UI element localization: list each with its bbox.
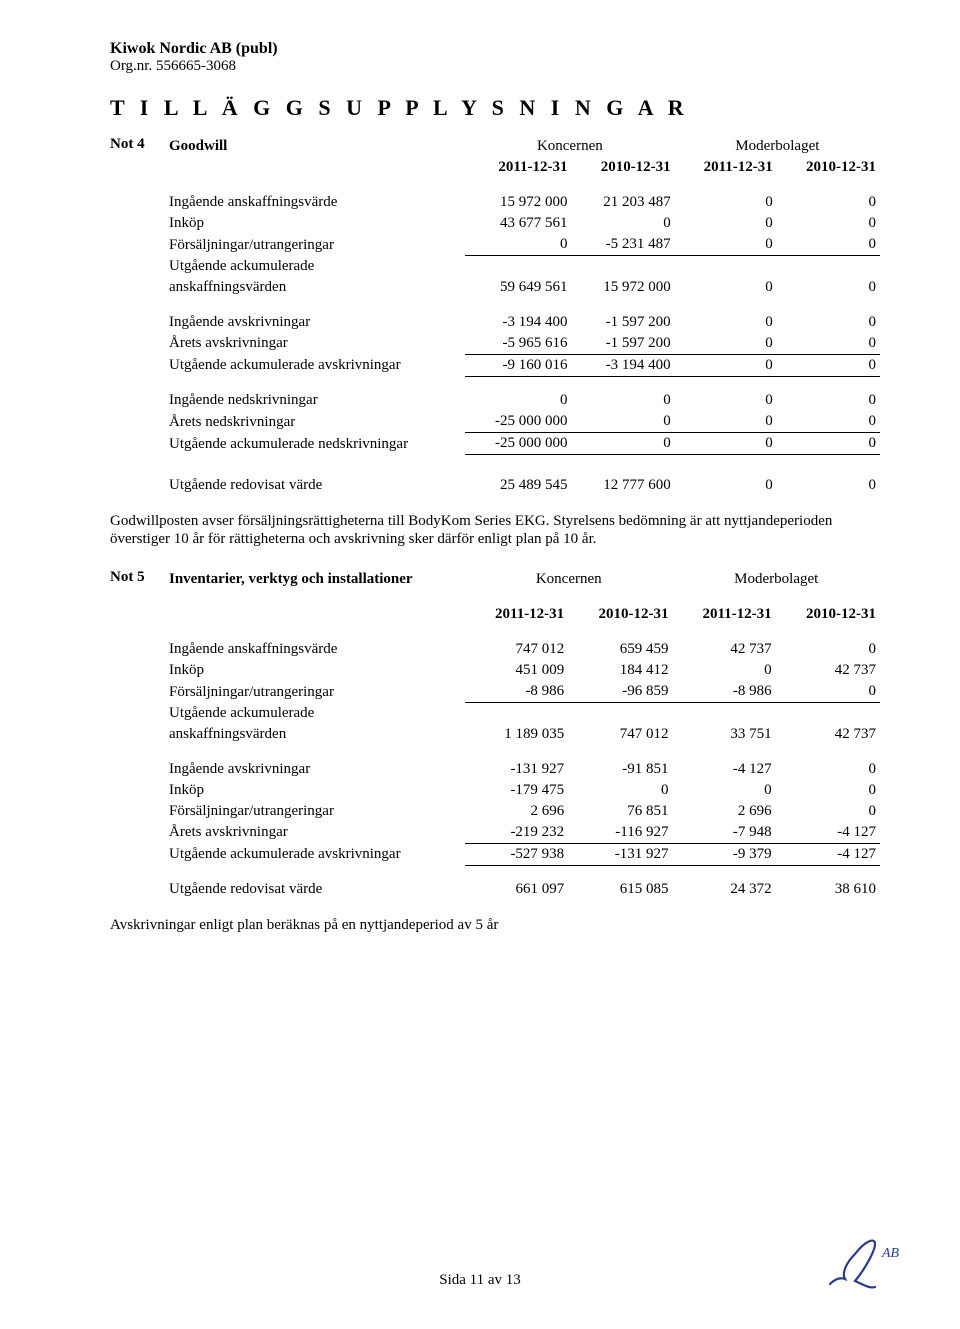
table-row: Årets avskrivningar -5 965 616 -1 597 20… — [165, 333, 880, 355]
note-4-paragraph: Godwillposten avser försäljningsrättighe… — [110, 512, 880, 550]
page-footer: Sida 11 av 13 — [0, 1272, 960, 1289]
col-year: 2011-12-31 — [465, 604, 568, 625]
note-5-table: Inventarier, verktyg och installationer … — [165, 569, 880, 900]
table-row: Utgående redovisat värde 25 489 545 12 7… — [165, 475, 880, 496]
table-row: Inköp -179 475 0 0 0 — [165, 780, 880, 801]
table-row: Ingående anskaffningsvärde 747 012 659 4… — [165, 639, 880, 660]
table-row: Utgående redovisat värde 661 097 615 085… — [165, 879, 880, 900]
table-row: Utgående ackumulerade — [165, 256, 880, 277]
table-row: Inköp 451 009 184 412 0 42 737 — [165, 660, 880, 681]
section-heading: T I L L Ä G G S U P P L Y S N I N G A R — [110, 95, 880, 121]
table-row: Försäljningar/utrangeringar -8 986 -96 8… — [165, 681, 880, 703]
page: Kiwok Nordic AB (publ) Org.nr. 556665-30… — [0, 0, 960, 1329]
table-row: anskaffningsvärden 59 649 561 15 972 000… — [165, 277, 880, 298]
col-group-koncernen: Koncernen — [465, 136, 675, 157]
note-5: Not 5 Inventarier, verktyg och installat… — [110, 569, 880, 900]
table-row: Försäljningar/utrangeringar 0 -5 231 487… — [165, 234, 880, 256]
col-group-moderbolaget: Moderbolaget — [672, 569, 880, 590]
col-year: 2011-12-31 — [672, 604, 775, 625]
col-year: 2010-12-31 — [777, 157, 880, 178]
table-row: Årets nedskrivningar -25 000 000 0 0 0 — [165, 411, 880, 433]
col-year: 2010-12-31 — [568, 604, 672, 625]
signature-icon: AB — [820, 1229, 910, 1299]
col-year: 2011-12-31 — [675, 157, 777, 178]
note-4-label: Not 4 — [110, 136, 165, 496]
org-number: Org.nr. 556665-3068 — [110, 58, 880, 75]
col-group-moderbolaget: Moderbolaget — [675, 136, 880, 157]
col-year: 2010-12-31 — [776, 604, 880, 625]
note-4: Not 4 Goodwill Koncernen Moderbolaget 20… — [110, 136, 880, 496]
note-5-content: Inventarier, verktyg och installationer … — [165, 569, 880, 900]
table-row: Utgående ackumulerade avskrivningar -9 1… — [165, 354, 880, 376]
table-row: Ingående anskaffningsvärde 15 972 000 21… — [165, 192, 880, 213]
table-row: Utgående ackumulerade nedskrivningar -25… — [165, 433, 880, 455]
note-5-label: Not 5 — [110, 569, 165, 900]
col-group-koncernen: Koncernen — [465, 569, 672, 590]
col-year: 2011-12-31 — [465, 157, 572, 178]
note-5-paragraph: Avskrivningar enligt plan beräknas på en… — [110, 916, 880, 935]
table-row: Ingående avskrivningar -3 194 400 -1 597… — [165, 312, 880, 333]
note-4-title: Goodwill — [169, 138, 227, 154]
note-4-content: Goodwill Koncernen Moderbolaget 2011-12-… — [165, 136, 880, 496]
note-4-table: Goodwill Koncernen Moderbolaget 2011-12-… — [165, 136, 880, 496]
table-row: Försäljningar/utrangeringar 2 696 76 851… — [165, 801, 880, 822]
col-year: 2010-12-31 — [572, 157, 675, 178]
table-row: Ingående avskrivningar -131 927 -91 851 … — [165, 759, 880, 780]
table-row: Årets avskrivningar -219 232 -116 927 -7… — [165, 822, 880, 844]
table-row: Inköp 43 677 561 0 0 0 — [165, 213, 880, 234]
table-row: Utgående ackumulerade avskrivningar -527… — [165, 843, 880, 865]
note-5-title: Inventarier, verktyg och installationer — [169, 571, 413, 587]
table-row: Ingående nedskrivningar 0 0 0 0 — [165, 390, 880, 411]
svg-text:AB: AB — [881, 1246, 900, 1261]
table-row: anskaffningsvärden 1 189 035 747 012 33 … — [165, 724, 880, 745]
table-row: Utgående ackumulerade — [165, 703, 880, 724]
company-name: Kiwok Nordic AB (publ) — [110, 40, 880, 58]
